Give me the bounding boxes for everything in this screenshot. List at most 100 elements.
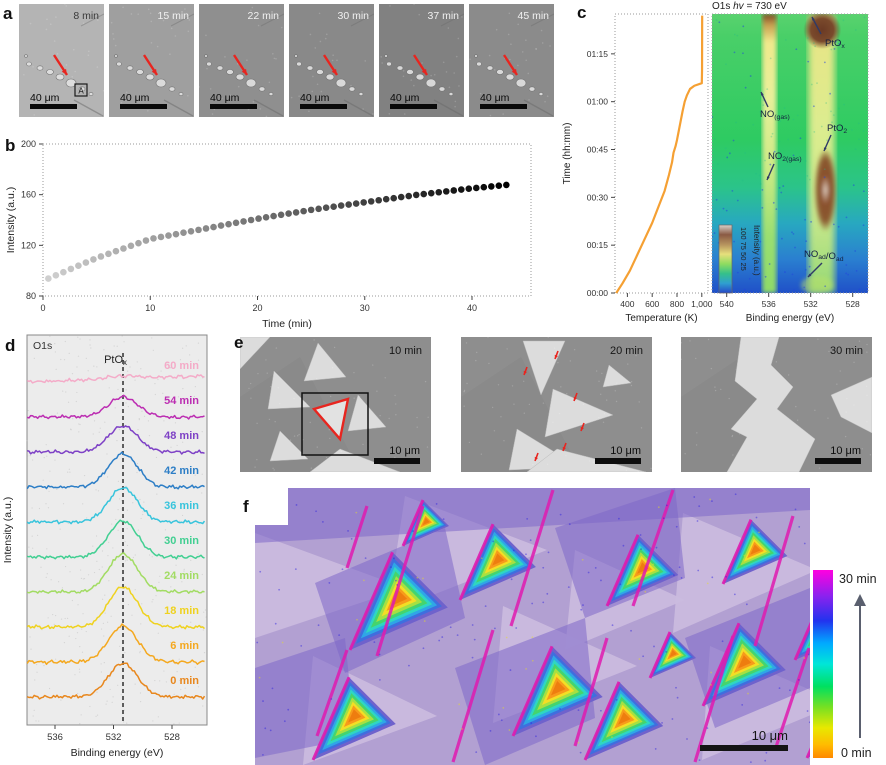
region-a-box: [74, 83, 88, 97]
b-data-point: [187, 227, 195, 235]
b-data-point: [142, 237, 150, 244]
scale-bar-label: 10 μm: [610, 445, 641, 457]
c-time-tick: 00:45: [587, 145, 609, 155]
panel-a-frame: 22 min 40 μm: [198, 4, 285, 118]
b-data-point: [442, 188, 450, 195]
boundary-line: [375, 505, 425, 657]
panel-label-d: d: [5, 336, 16, 355]
d-spectrum-curve: [26, 662, 206, 700]
b-data-point: [240, 218, 247, 225]
growth-triangle-cluster: [511, 645, 603, 737]
b-data-point: [367, 198, 375, 205]
growth-triangle-cluster: [721, 519, 788, 585]
panel-label-b: b: [5, 136, 16, 155]
frame-time-label: 15 min: [157, 10, 189, 22]
scale-bar: [30, 104, 77, 109]
b-data-point: [52, 272, 60, 279]
d-spectrum-curve: [26, 552, 205, 594]
b-data-point: [360, 199, 367, 206]
b-data-point: [480, 183, 488, 191]
c-colorbar-ticks: 100 75 50 25: [739, 227, 748, 271]
boundary-line: [773, 647, 810, 751]
boundary-line: [315, 649, 349, 737]
b-data-point: [82, 259, 90, 266]
b-x-axis-label: Time (min): [262, 318, 312, 330]
c-heatmap-annotation: NOad/Oad: [804, 249, 844, 278]
b-data-point: [60, 268, 67, 276]
d-spectrum-curve: [26, 623, 205, 666]
b-data-point: [352, 200, 360, 207]
c-time-tick: 00:30: [587, 192, 609, 202]
panel-e-frame: 20 min 10 μm: [461, 336, 652, 473]
d-spectrum-curve: [26, 519, 205, 560]
b-data-point: [427, 189, 435, 197]
b-data-point: [315, 205, 322, 213]
b-data-point: [90, 256, 97, 263]
growth-triangle-cluster: [805, 747, 810, 759]
b-data-point: [503, 181, 510, 189]
b-data-point: [397, 193, 405, 201]
b-data-point: [270, 212, 277, 220]
c-time-tick: 00:00: [587, 288, 609, 298]
b-data-point: [285, 210, 292, 217]
c-be-tick: 532: [804, 299, 818, 309]
frame-time-label: 45 min: [517, 10, 549, 22]
b-data-point: [375, 196, 383, 204]
red-arrow-icon: [232, 54, 249, 76]
d-spectrum-curve: [27, 425, 205, 455]
c-time-tick: 01:00: [587, 97, 609, 107]
b-data-point: [157, 233, 165, 241]
growth-triangle-cluster: [583, 681, 664, 761]
scale-bar-label: 40 μm: [390, 92, 420, 104]
panel-f-colorbar-bottom-label: 0 min: [841, 746, 872, 760]
b-data-point: [247, 216, 255, 224]
panel-label-a: a: [3, 4, 13, 23]
b-x-tick: 20: [252, 303, 262, 313]
red-arrow-icon: [142, 54, 159, 76]
b-data-point: [232, 219, 240, 227]
island-shape: [544, 388, 614, 438]
b-data-point: [135, 239, 142, 247]
red-arrow-icon: [412, 54, 429, 76]
island-shape: [602, 364, 632, 388]
c-colorbar: 100 75 50 25 Intensity (a.u.): [718, 224, 761, 294]
d-series-label: 6 min: [170, 640, 199, 652]
c-time-tick: 00:15: [587, 240, 609, 250]
b-data-point: [45, 275, 52, 282]
scale-bar: [120, 104, 167, 109]
boundary-line: [509, 489, 555, 627]
island-shape: [347, 394, 387, 432]
b-data-point: [457, 186, 465, 193]
d-spectrum-curve: [26, 373, 205, 384]
c-heatmap-annotation: PtOx: [811, 16, 845, 50]
b-data-point: [67, 265, 75, 273]
b-data-point: [405, 192, 413, 200]
growth-triangle-cluster: [458, 523, 536, 601]
b-data-point: [217, 222, 225, 229]
d-x-tick: 532: [106, 732, 122, 743]
b-data-point: [488, 183, 495, 190]
d-x-tick: 536: [47, 732, 63, 743]
b-data-point: [97, 253, 105, 260]
c-temp-axis-label: Temperature (K): [625, 313, 697, 324]
b-data-point: [390, 194, 398, 202]
b-x-tick: 0: [40, 303, 45, 313]
b-x-tick: 30: [360, 303, 370, 313]
island-shape: [267, 370, 311, 410]
c-be-tick: 536: [762, 299, 776, 309]
b-data-point: [330, 203, 337, 210]
scale-bar: [700, 745, 788, 751]
b-data-point: [450, 187, 458, 194]
c-colorbar-label: Intensity (a.u.): [752, 225, 761, 276]
d-spectrum-curve: [26, 486, 206, 525]
c-be-tick: 540: [720, 299, 734, 309]
b-data-point: [172, 230, 180, 238]
b-data-point: [210, 223, 217, 231]
d-spectrum-curve: [26, 451, 205, 490]
d-series-label: 36 min: [164, 500, 199, 512]
d-series-label: 18 min: [164, 605, 199, 617]
b-data-point: [382, 195, 390, 203]
b-data-point: [75, 262, 82, 270]
growth-triangle-cluster: [605, 534, 679, 607]
